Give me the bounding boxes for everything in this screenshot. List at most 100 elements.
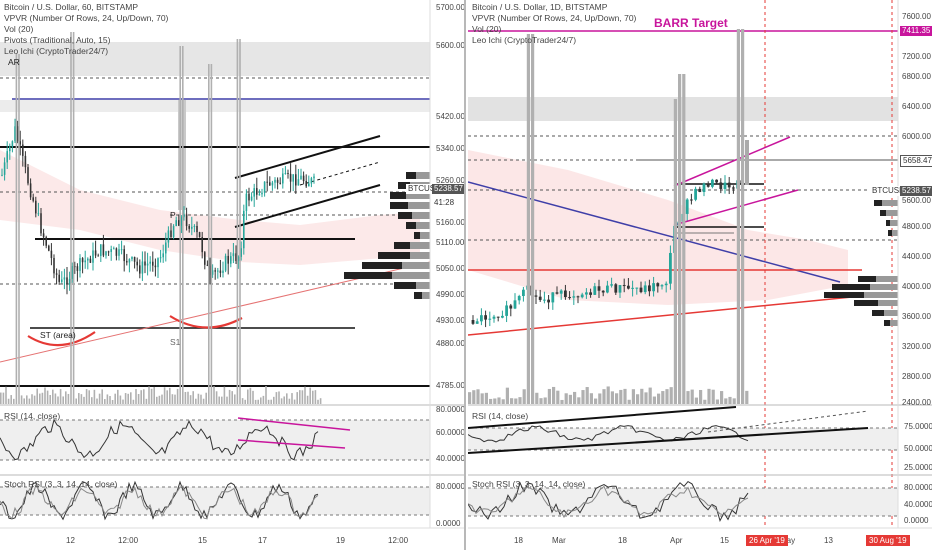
volume-bar: [59, 389, 62, 404]
candle-body: [664, 283, 668, 286]
vpvr-bar-up: [420, 232, 430, 239]
volume-bar: [673, 99, 677, 404]
volume-bar: [694, 397, 698, 404]
left-symbol-title[interactable]: Bitcoin / U.S. Dollar, 60, BITSTAMP: [4, 2, 138, 12]
left-vol-label[interactable]: Vol (20): [4, 24, 34, 34]
target-price-tag: 7411.35: [900, 26, 932, 36]
candle-body: [209, 265, 211, 275]
candle-body: [222, 270, 224, 273]
candle-body: [24, 155, 27, 168]
right-vpvr-label[interactable]: VPVR (Number Of Rows, 24, Up/Down, 70): [472, 13, 637, 23]
left-volume-profile: [344, 172, 430, 299]
volume-bar: [0, 392, 2, 404]
candle-body: [141, 261, 144, 274]
left-rsi-label[interactable]: RSI (14, close): [4, 411, 61, 421]
candle-body: [274, 179, 276, 183]
left-price-tick: 5160.00: [436, 218, 465, 227]
volume-bar: [28, 398, 31, 404]
volume-bar: [57, 396, 59, 404]
vpvr-bar-up: [878, 300, 898, 306]
candle-body: [185, 214, 188, 227]
left-shoulder-arc: [27, 331, 96, 347]
vpvr-bar-down: [824, 292, 864, 298]
left-price-tick: 4930.00: [436, 316, 465, 325]
volume-bar: [111, 399, 114, 404]
vpvr-bar-up: [870, 284, 898, 290]
candle-body: [618, 285, 622, 293]
stoch-k-line: [468, 480, 749, 522]
volume-bar: [41, 392, 44, 404]
candle-body: [89, 258, 92, 263]
volume-bar: [299, 390, 301, 404]
right-vol-label[interactable]: Vol (20): [472, 24, 502, 34]
volume-bar: [228, 389, 231, 404]
volume-bar: [564, 393, 568, 404]
vpvr-bar-up: [892, 230, 898, 236]
right-chart-canvas[interactable]: [468, 0, 932, 550]
candle-body: [58, 274, 60, 282]
left-btcusd-tag: BTCUSD: [406, 184, 443, 194]
volume-bar: [293, 399, 296, 404]
left-vpvr-label[interactable]: VPVR (Number Of Rows, 24, Up/Down, 70): [4, 13, 169, 23]
volume-bar: [236, 39, 239, 404]
volume-bar: [158, 395, 161, 404]
volume-bar: [547, 388, 551, 404]
candle-body: [55, 273, 58, 275]
volume-bar: [301, 390, 304, 404]
left-stoch-label[interactable]: Stoch RSI (3, 3, 14, 14, close): [4, 479, 118, 489]
volume-bar: [283, 396, 285, 404]
volume-bar: [497, 397, 501, 404]
right-symbol-title[interactable]: Bitcoin / U.S. Dollar, 1D, BITSTAMP: [472, 2, 608, 12]
volume-bar: [10, 395, 12, 404]
volume-bar: [96, 398, 98, 404]
rsi-bottom-trendline: [468, 427, 869, 454]
volume-bar: [501, 399, 505, 404]
volume-bar: [195, 398, 197, 404]
candle-body: [727, 182, 731, 188]
right-ichi-label[interactable]: Leo Ichi (CryptoTrader24/7): [472, 35, 577, 45]
volume-bar: [678, 74, 682, 404]
volume-bar: [54, 393, 57, 404]
candle-body: [14, 126, 16, 142]
candle-body: [146, 263, 149, 266]
left-volume-bars: [0, 32, 322, 404]
volume-bar: [312, 390, 314, 404]
vpvr-bar-down: [398, 212, 412, 219]
volume-bar: [560, 399, 564, 404]
right-rsi-label[interactable]: RSI (14, close): [472, 411, 529, 421]
left-time-tick: 12: [66, 536, 75, 545]
candle-body: [198, 232, 201, 238]
volume-bar: [652, 396, 656, 404]
vpvr-bar-up: [890, 220, 898, 226]
volume-bar: [161, 394, 163, 404]
left-ichi-label[interactable]: Leo Ichi (CryptoTrader24/7): [4, 46, 109, 56]
volume-bar: [218, 396, 220, 404]
candle-body: [669, 252, 672, 284]
left-chart-canvas[interactable]: [0, 0, 466, 550]
stoch-d-line: [468, 485, 749, 519]
volume-bar: [741, 29, 745, 404]
candle-body: [593, 286, 597, 295]
right-stoch-label[interactable]: Stoch RSI (3, 3, 14, 14, close): [472, 479, 586, 489]
projection-bar: [745, 140, 749, 185]
volume-bar: [278, 391, 280, 404]
date-marker-aug: 30 Aug '19: [866, 535, 910, 546]
level-price-tag: 5658.47: [900, 155, 932, 167]
candle-body: [178, 220, 180, 226]
volume-bar: [728, 396, 732, 404]
left-price-tick: 5340.00: [436, 144, 465, 153]
volume-bar: [5, 386, 7, 404]
candle-body: [230, 256, 232, 264]
volume-bar: [153, 386, 155, 404]
volume-bar: [130, 392, 132, 404]
left-chart-panel[interactable]: Bitcoin / U.S. Dollar, 60, BITSTAMP VPVR…: [0, 0, 466, 550]
volume-bar: [317, 399, 319, 404]
right-chart-panel[interactable]: Bitcoin / U.S. Dollar, 1D, BITSTAMP VPVR…: [468, 0, 932, 550]
volume-bar: [75, 398, 77, 404]
left-pivots-label[interactable]: Pivots (Traditional, Auto, 15): [4, 35, 111, 45]
volume-bar: [526, 34, 530, 404]
candle-body: [3, 162, 6, 175]
volume-bar: [270, 399, 272, 404]
volume-bar: [581, 390, 585, 404]
candle-body: [698, 188, 702, 193]
